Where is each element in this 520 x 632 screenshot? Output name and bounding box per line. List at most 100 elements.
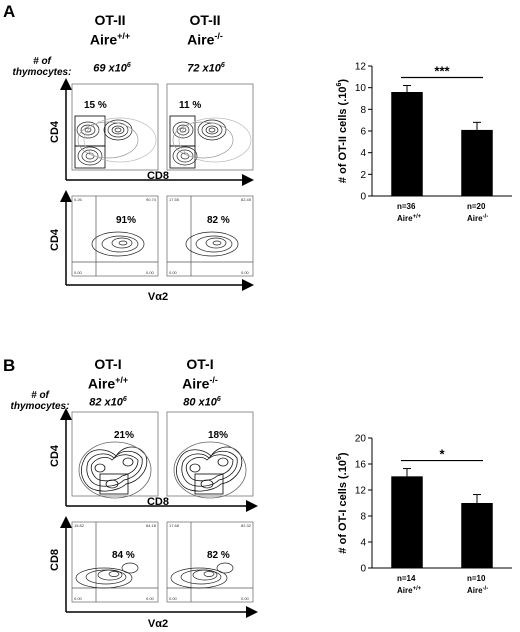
panel-letter-b: B <box>3 356 16 375</box>
genotype-sup: -/- <box>214 31 223 41</box>
category-label: Aire+/+ <box>397 586 422 595</box>
axis-label-cd4-a-top: CD4 <box>49 120 61 143</box>
bar <box>461 129 493 196</box>
thymocyte-count-a-wt: 69 x106 <box>72 62 152 75</box>
panel-b-flow-plots: CD4 CD8 21% 18% CD8 Vα2 15.82 <box>49 408 258 630</box>
thymocyte-count-exp: 6 <box>216 396 221 403</box>
thymocyte-count-exp: 6 <box>220 62 225 69</box>
bar-chart-ot-i: # of OT-I cells (.106) 0 4 8 12 16 20 n=14 Aire+… <box>336 434 512 595</box>
y-tick-label: 8 <box>360 105 366 116</box>
y-tick-label: 4 <box>360 538 366 549</box>
quadrant-value: 82.45 <box>241 197 252 202</box>
axis-label-va2-a-bottom: Vα2 <box>148 291 168 303</box>
axis-label-cd8-b-bottom: CD8 <box>49 549 61 571</box>
n-label: n=20 <box>467 202 486 211</box>
category-label: Aire-/- <box>467 214 488 223</box>
thymocytes-label-line1: # of <box>33 56 51 67</box>
thymocyte-count-text: 69 x10 <box>93 62 127 75</box>
flow-plot-b-bottom-wt: 15.82 84.18 0.00 0.00 84 % <box>71 521 159 603</box>
genotype-label: Aire <box>87 375 116 392</box>
gate-percent: 21% <box>114 430 134 441</box>
column-title-a-wt: OT-II Aire+/+ <box>70 12 150 48</box>
quadrant-value: 84.18 <box>146 523 157 528</box>
y-tick-label: 4 <box>360 148 366 159</box>
flow-plot-a-top-wt: 15 % <box>71 83 159 171</box>
column-title-line1: OT-I <box>94 356 122 372</box>
thymocyte-count-a-ko: 72 x106 <box>166 62 246 75</box>
bar <box>391 92 423 196</box>
y-tick-label: 10 <box>355 83 367 94</box>
thymocyte-count-b-ko: 80 x106 <box>162 396 242 409</box>
column-title-line1: OT-I <box>186 356 214 372</box>
axis-label-cd8-b-top: CD8 <box>147 496 169 508</box>
quadrant-value: 0.00 <box>146 596 155 601</box>
category-label: Aire+/+ <box>397 214 422 223</box>
thymocytes-label-line2: thymocytes: <box>12 67 72 78</box>
n-label: n=10 <box>467 574 486 583</box>
flow-plot-b-top-ko: 18% <box>166 411 254 499</box>
y-tick-label: 12 <box>355 486 367 497</box>
quadrant-value: 82.32 <box>241 523 252 528</box>
gate-box <box>74 145 106 169</box>
quadrant-value: 0.00 <box>74 270 83 275</box>
gate-box <box>169 145 196 169</box>
thymocytes-label-line1: # of <box>31 390 49 401</box>
n-label: n=36 <box>397 202 416 211</box>
thymocyte-count-exp: 6 <box>126 62 131 69</box>
flow-plot-b-top-wt: 21% <box>71 411 159 499</box>
quadrant-value: 0.00 <box>169 270 178 275</box>
quadrant-value: 0.00 <box>241 270 250 275</box>
quadrant-value: 17.55 <box>169 197 180 202</box>
genotype-sup: -/- <box>209 375 218 385</box>
gate-percent: 82 % <box>207 215 230 226</box>
bar <box>461 503 493 568</box>
axis-label-cd8-a-top: CD8 <box>147 170 169 182</box>
thymocytes-label-b: # of thymocytes: <box>2 390 78 412</box>
significance-stars: * <box>439 447 445 462</box>
column-title-line1: OT-II <box>189 12 221 28</box>
gate-percent: 91% <box>116 215 136 226</box>
y-axis-label: # of OT-II cells (.106) <box>336 79 349 184</box>
column-title-line1: OT-II <box>94 12 126 28</box>
thymocyte-count-text: 82 x10 <box>89 396 123 409</box>
flow-plot-a-bottom-ko: 17.55 82.45 0.00 0.00 82 % <box>166 195 254 277</box>
genotype-label: Aire <box>182 375 210 392</box>
panel-a-flow-plots: CD4 CD8 15 % 11 % CD4 Vα2 <box>49 78 254 303</box>
axis-label-cd4-b-top: CD4 <box>49 444 61 467</box>
thymocyte-count-text: 72 x10 <box>187 62 221 75</box>
quadrant-value: 15.82 <box>74 523 85 528</box>
bar <box>391 476 423 568</box>
category-label: Aire-/- <box>467 586 488 595</box>
gate-percent: 18% <box>208 430 228 441</box>
column-title-b-wt: OT-I Aire+/+ <box>68 356 148 392</box>
genotype-label: Aire <box>89 31 118 48</box>
thymocyte-count-text: 80 x10 <box>183 396 217 409</box>
flow-plot-b-bottom-ko: 17.68 82.32 0.00 0.00 82 % <box>166 521 254 603</box>
quadrant-value: 17.68 <box>169 523 180 528</box>
y-tick-label: 0 <box>360 564 366 575</box>
column-title-line2: Aire+/+ <box>70 28 150 48</box>
panel-letter-a: A <box>3 2 16 21</box>
gate-percent: 84 % <box>112 550 135 561</box>
gate-percent: 82 % <box>207 550 230 561</box>
column-title-a-ko: OT-II Aire-/- <box>165 12 245 48</box>
y-tick-label: 20 <box>355 434 367 445</box>
thymocyte-count-b-wt: 82 x106 <box>68 396 148 409</box>
flow-plot-a-bottom-wt: 0.26 90.74 0.00 0.00 91% <box>71 195 159 277</box>
quadrant-value: 0.00 <box>169 596 178 601</box>
thymocyte-count-exp: 6 <box>122 396 127 403</box>
quadrant-value: 0.00 <box>241 596 250 601</box>
quadrant-value: 0.26 <box>74 197 83 202</box>
quadrant-value: 90.74 <box>146 197 157 202</box>
thymocytes-label-line2: thymocytes: <box>10 401 70 412</box>
significance-stars: *** <box>434 64 450 79</box>
y-tick-label: 16 <box>355 460 367 471</box>
bar-chart-ot-ii: # of OT-II cells (.106) 0 2 4 6 8 10 12 n=36 Aire… <box>336 62 512 223</box>
gate-percent: 11 % <box>179 100 201 111</box>
y-tick-label: 8 <box>360 512 366 523</box>
column-title-line2: Aire-/- <box>160 372 240 392</box>
column-title-line2: Aire-/- <box>165 28 245 48</box>
y-tick-label: 2 <box>360 170 366 181</box>
quadrant-value: 0.00 <box>146 270 155 275</box>
n-label: n=14 <box>397 574 416 583</box>
